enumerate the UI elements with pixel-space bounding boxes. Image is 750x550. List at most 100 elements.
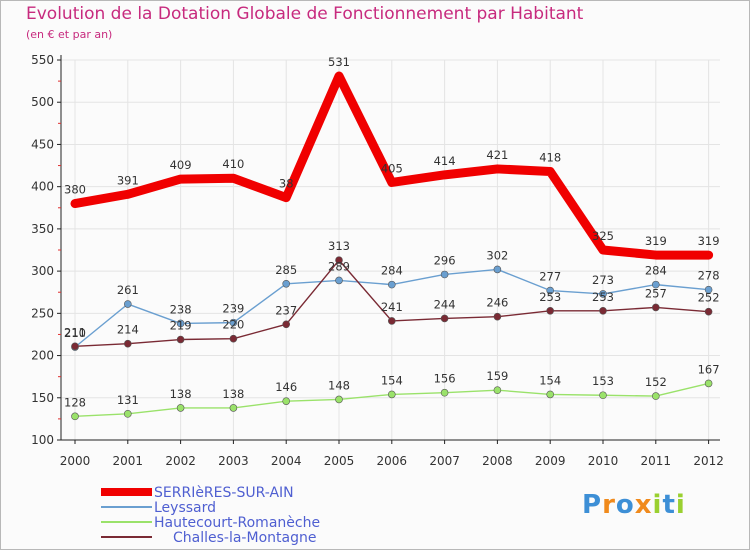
data-label-0: 414 xyxy=(434,154,456,168)
data-label-0: 391 xyxy=(117,173,139,187)
x-tick-label: 2000 xyxy=(60,454,91,468)
y-tick-label: 450 xyxy=(31,137,54,151)
data-label-0: 409 xyxy=(170,158,192,172)
data-point-1 xyxy=(651,280,660,289)
data-point-2 xyxy=(176,404,185,412)
data-label-3: 253 xyxy=(539,290,561,304)
x-tick-label: 2007 xyxy=(429,454,460,468)
data-point-3 xyxy=(599,306,607,315)
data-point-2 xyxy=(229,404,238,412)
data-label-2: 148 xyxy=(328,378,350,392)
data-point-1 xyxy=(229,318,238,327)
data-label-0: 319 xyxy=(698,234,720,248)
data-label-3: 214 xyxy=(117,323,139,337)
data-label-2: 153 xyxy=(592,374,614,388)
x-tick-label: 2010 xyxy=(588,454,619,468)
x-tick-label: 2008 xyxy=(482,454,513,468)
data-point-3 xyxy=(651,303,660,312)
data-point-3 xyxy=(440,314,449,323)
data-label-3: 246 xyxy=(486,296,508,310)
data-label-1: 277 xyxy=(539,270,561,284)
data-label-2: 154 xyxy=(539,373,561,387)
x-tick-label: 2011 xyxy=(641,454,672,468)
data-point-3 xyxy=(546,306,555,315)
x-tick-label: 2012 xyxy=(693,454,724,468)
data-label-1: 239 xyxy=(222,302,244,316)
data-label-1: 278 xyxy=(698,269,720,283)
data-label-0: 410 xyxy=(222,157,244,171)
data-point-2 xyxy=(71,412,79,421)
y-tick-label: 500 xyxy=(31,95,54,109)
data-label-1: 284 xyxy=(645,264,667,278)
legend-label-leyssard: Leyssard xyxy=(154,500,217,516)
data-label-3: 257 xyxy=(645,286,667,300)
data-label-0: 380 xyxy=(64,183,86,197)
data-point-2 xyxy=(440,388,449,397)
data-point-1 xyxy=(124,300,132,308)
data-label-3: 237 xyxy=(275,303,297,317)
data-label-2: 138 xyxy=(222,387,244,401)
data-label-3: 253 xyxy=(592,290,614,304)
data-label-1: 238 xyxy=(170,302,192,316)
legend-label-serrieres: SERRIèRES-SUR-AIN xyxy=(154,485,294,501)
data-label-2: 159 xyxy=(486,369,508,383)
data-point-2 xyxy=(599,391,607,400)
data-point-2 xyxy=(493,386,502,394)
y-tick-label: 350 xyxy=(31,222,54,236)
data-point-3 xyxy=(176,335,185,344)
data-label-2: 146 xyxy=(275,380,297,394)
data-label-2: 152 xyxy=(645,375,667,389)
data-label-2: 128 xyxy=(64,395,86,409)
data-point-1 xyxy=(704,285,713,294)
data-label-1: 302 xyxy=(486,248,508,262)
data-point-2 xyxy=(282,397,291,405)
data-point-3 xyxy=(387,317,396,325)
data-label-0: 421 xyxy=(486,148,508,162)
legend-label-hautecourt: Hautecourt-Romanèche xyxy=(154,515,321,531)
data-label-1: 273 xyxy=(592,273,614,287)
data-label-3: 313 xyxy=(328,239,350,253)
data-point-1 xyxy=(282,279,291,288)
data-label-0: 319 xyxy=(645,234,667,248)
data-label-3: 211 xyxy=(64,325,86,339)
proxiti-logo: Proxiti xyxy=(582,490,686,520)
data-point-1 xyxy=(387,280,396,289)
data-point-2 xyxy=(335,395,343,404)
data-point-2 xyxy=(124,410,132,418)
data-label-1: 289 xyxy=(328,259,350,273)
legend-label-challes: Challes-la-Montagne xyxy=(173,530,317,546)
y-tick-label: 100 xyxy=(31,433,54,447)
data-point-3 xyxy=(71,342,79,351)
data-label-0: 531 xyxy=(328,55,350,69)
data-label-1: 285 xyxy=(275,263,297,277)
x-tick-label: 2006 xyxy=(377,454,408,468)
x-tick-label: 2009 xyxy=(535,454,566,468)
logo-letter: t xyxy=(662,490,676,520)
data-label-3: 241 xyxy=(381,300,403,314)
logo-letter: o xyxy=(615,490,635,520)
data-label-1: 284 xyxy=(381,264,403,278)
data-label-1: 210 xyxy=(64,326,86,340)
chart-subtitle: (en € et par an) xyxy=(26,28,113,41)
data-point-1 xyxy=(440,270,449,279)
series-line-0 xyxy=(70,71,714,260)
logo-letter: P xyxy=(582,490,603,520)
data-point-3 xyxy=(335,256,343,264)
data-point-2 xyxy=(704,379,713,388)
data-point-2 xyxy=(546,390,555,399)
data-label-3: 220 xyxy=(222,318,244,332)
data-point-1 xyxy=(176,319,185,328)
x-tick-label: 2002 xyxy=(165,454,196,468)
data-point-1 xyxy=(546,286,555,295)
x-tick-label: 2001 xyxy=(113,454,144,468)
logo-letter: i xyxy=(675,490,686,520)
data-point-2 xyxy=(651,392,660,400)
data-point-1 xyxy=(493,265,502,274)
logo-letter: x xyxy=(634,490,653,520)
y-tick-label: 550 xyxy=(31,53,54,67)
x-tick-label: 2003 xyxy=(218,454,249,468)
data-point-1 xyxy=(335,276,343,285)
data-point-3 xyxy=(493,312,502,321)
